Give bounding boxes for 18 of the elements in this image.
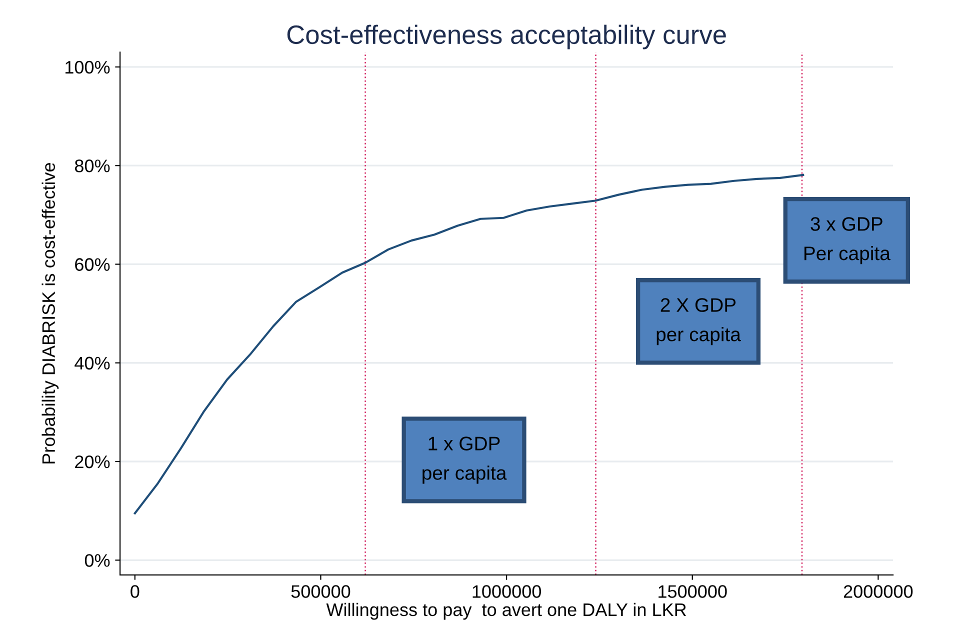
y-tick-label: 40%: [74, 356, 110, 370]
x-tick-label: 1500000: [658, 585, 727, 598]
annotation: 3 x GDP Per capita: [804, 217, 890, 264]
x-tick-label: 0: [130, 585, 140, 598]
x-tick-label: 1000000: [472, 585, 541, 598]
x-tick-label: 500000: [291, 585, 350, 598]
y-axis-title: Probability DIABRISK is cost-effective: [42, 162, 59, 464]
y-tick-label: 100%: [66, 60, 110, 74]
annotation: 2 X GDP per capita: [656, 298, 741, 346]
x-axis-title: Willingness to pay to avert one DALY in LKR: [326, 602, 686, 620]
chart-title: Cost-effectiveness acceptability curve: [287, 24, 726, 50]
y-tick-label: 0%: [84, 554, 110, 567]
y-tick-label: 80%: [74, 160, 110, 172]
y-tick-label: 60%: [75, 258, 110, 271]
line-series: [134, 174, 804, 514]
y-tick-label: 20%: [75, 455, 110, 468]
annotation: 1 x GDP per capita: [422, 436, 507, 484]
x-tick-label: 2000000: [844, 585, 913, 598]
